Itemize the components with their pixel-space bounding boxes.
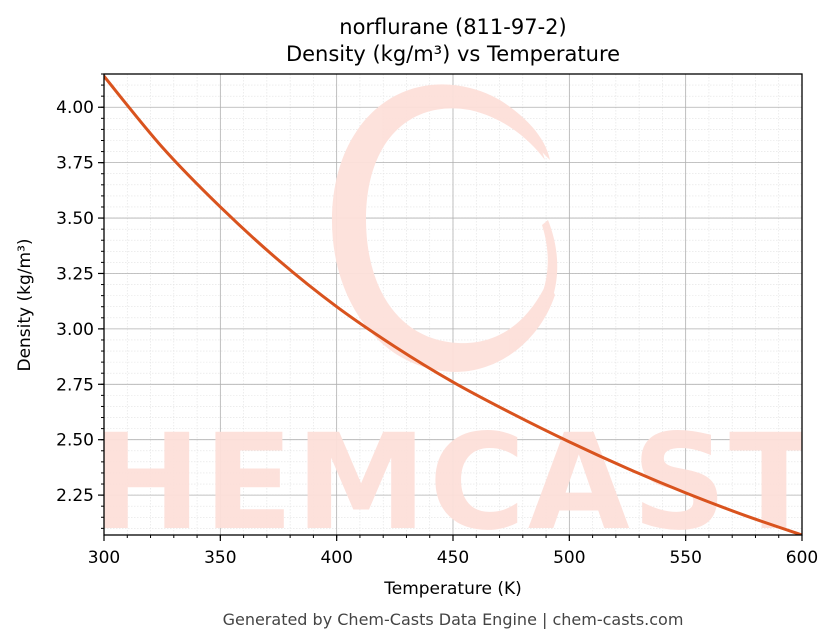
y-tick-label: 3.75 — [56, 154, 94, 174]
x-tick-label: 500 — [553, 548, 585, 568]
chart-subtitle: Density (kg/m³) vs Temperature — [286, 42, 620, 66]
y-tick-label: 3.00 — [56, 320, 94, 340]
x-axis-label: Temperature (K) — [383, 579, 522, 599]
x-tick-label: 300 — [88, 548, 120, 568]
x-axis: 300 350 400 450 500 550 600 — [88, 535, 818, 568]
x-tick-label: 600 — [786, 548, 818, 568]
y-tick-label: 3.50 — [56, 209, 94, 229]
footer-credit: Generated by Chem-Casts Data Engine | ch… — [223, 610, 684, 629]
watermark: CHEMCASTS — [0, 84, 836, 560]
x-tick-label: 550 — [669, 548, 701, 568]
x-tick-label: 400 — [320, 548, 352, 568]
chart-title: norflurane (811-97-2) — [339, 15, 566, 39]
y-axis: 2.25 2.50 2.75 3.00 3.25 3.50 3.75 4.00 — [56, 73, 104, 529]
y-axis-label: Density (kg/m³) — [15, 238, 35, 371]
y-tick-label: 2.50 — [56, 431, 94, 451]
watermark-swirl-logo — [331, 84, 558, 372]
series-line — [104, 74, 802, 535]
y-tick-label: 2.25 — [56, 486, 94, 506]
y-tick-label: 3.25 — [56, 264, 94, 284]
watermark-text: CHEMCASTS — [0, 406, 836, 560]
series-layer — [104, 74, 802, 535]
x-tick-label: 350 — [204, 548, 236, 568]
y-tick-label: 2.75 — [56, 375, 94, 395]
x-tick-label: 450 — [437, 548, 469, 568]
y-tick-label: 4.00 — [56, 98, 94, 118]
